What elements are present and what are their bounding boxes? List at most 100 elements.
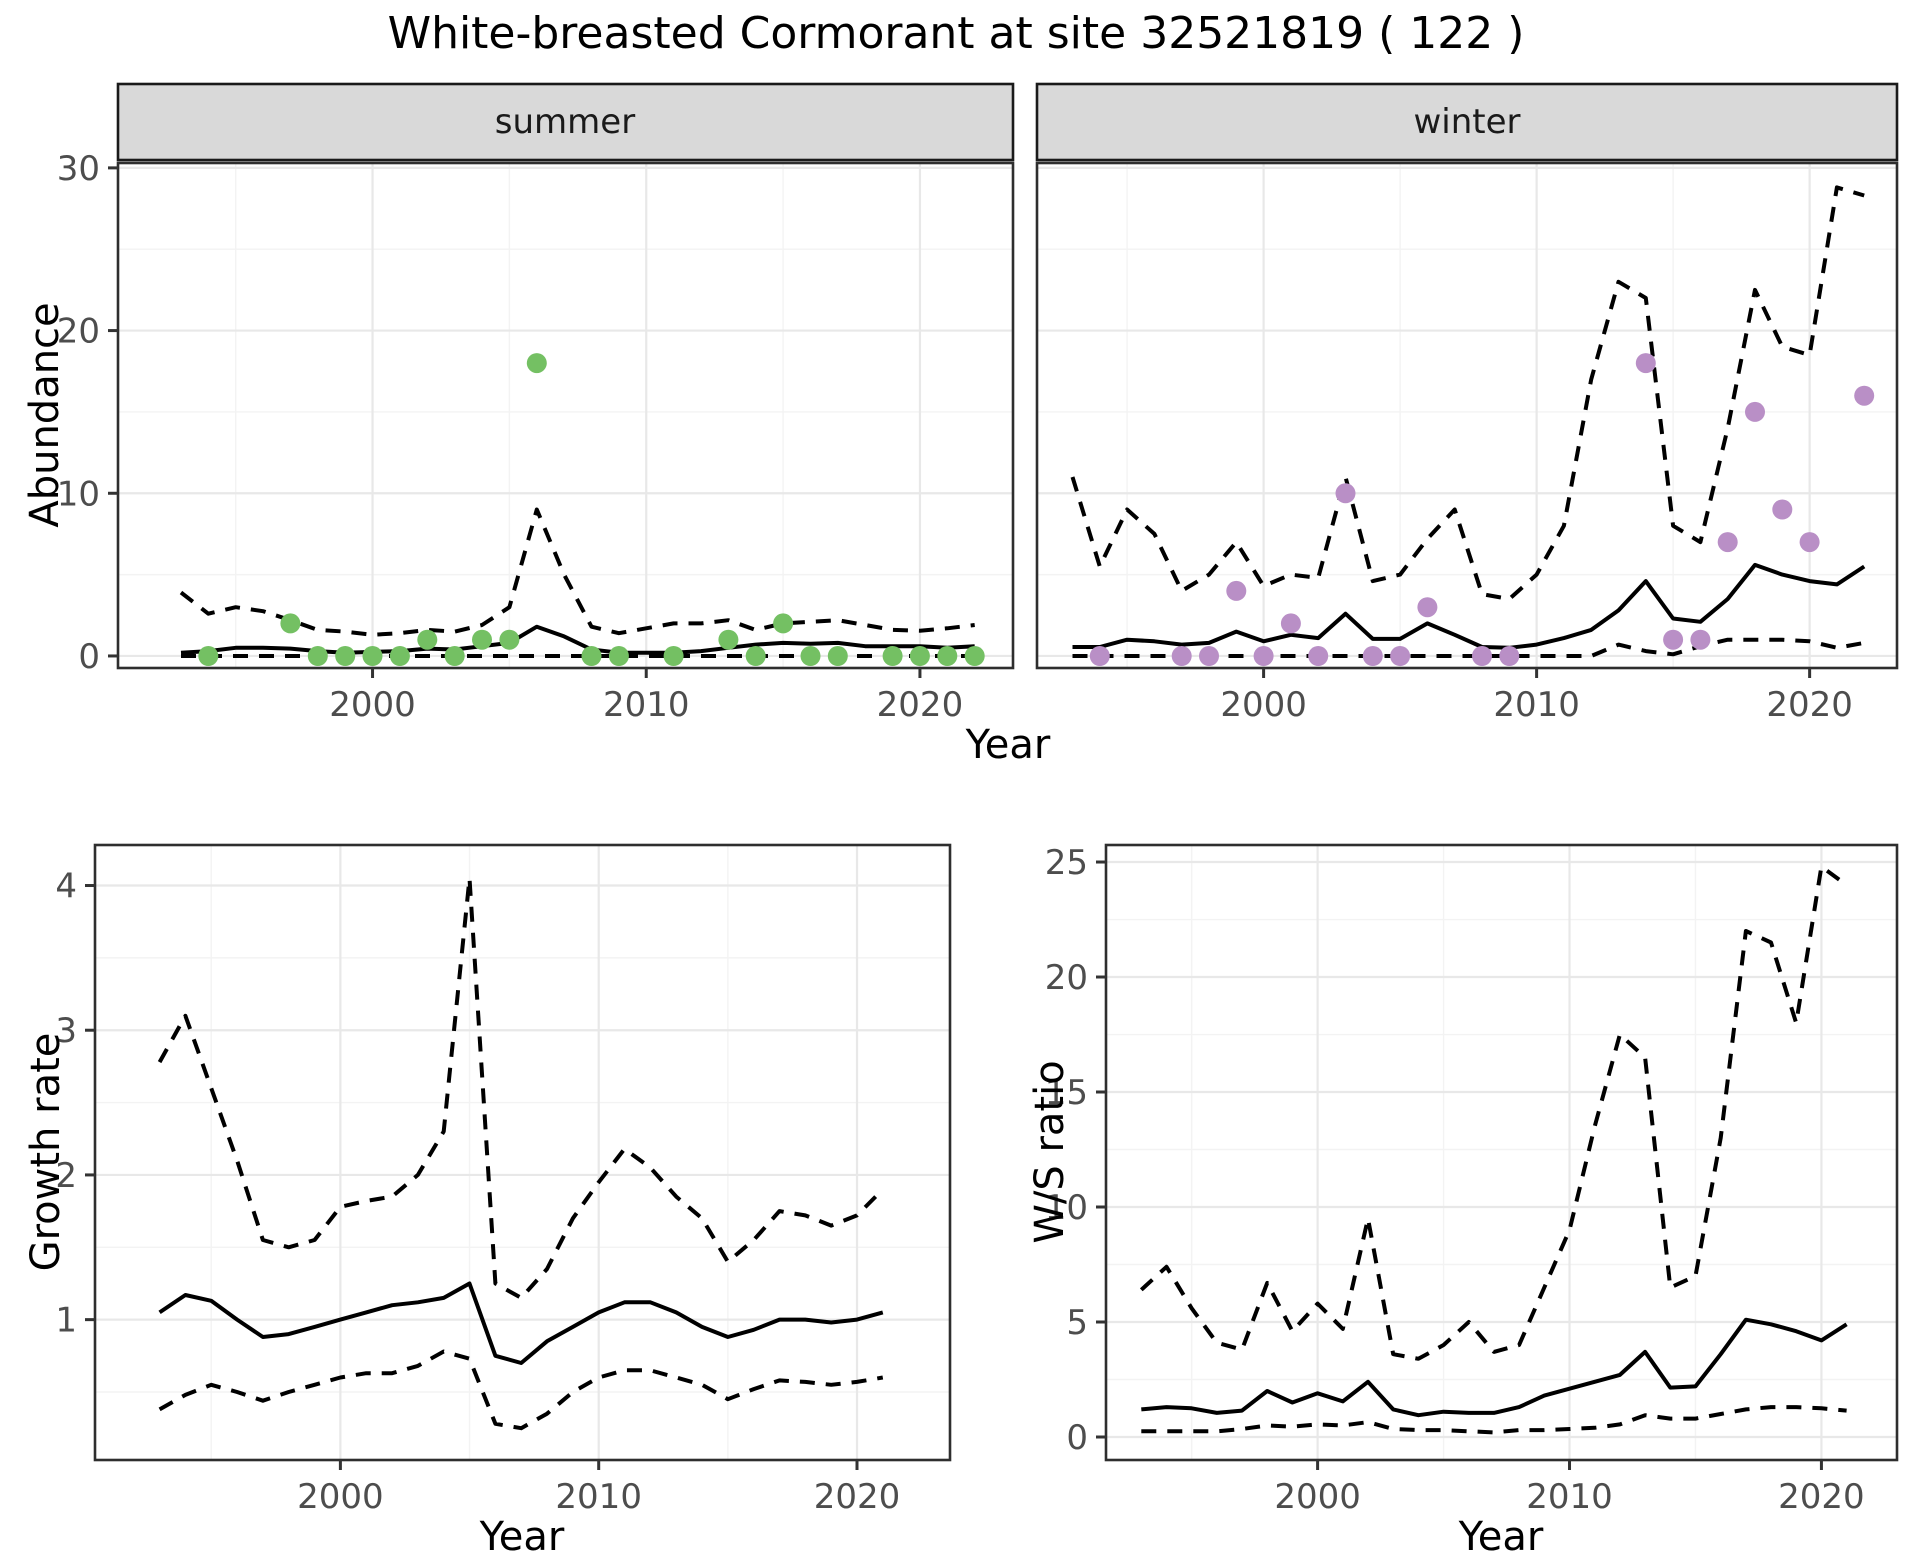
data-point-observed_counts — [417, 629, 438, 650]
data-point-observed_counts — [1717, 532, 1738, 553]
facet-label-summer: summer — [494, 102, 636, 142]
series-upper_ci — [157, 876, 885, 1300]
data-point-observed_counts — [335, 646, 356, 666]
series-median — [1141, 1317, 1848, 1418]
data-point-observed_counts — [1280, 613, 1301, 634]
x-tick-label: 2010 — [555, 1477, 642, 1517]
series-median — [1072, 562, 1866, 650]
x-axis-title-year-top: Year — [965, 722, 1051, 768]
data-point-observed_counts — [937, 646, 958, 666]
panel-border — [116, 161, 1015, 670]
data-point-observed_counts — [1362, 646, 1383, 666]
data-point-observed_counts — [389, 646, 410, 666]
panel-background — [1106, 845, 1897, 1460]
data-point-observed_counts — [1171, 646, 1192, 666]
panel-border — [93, 843, 952, 1462]
data-point-observed_counts — [1253, 646, 1274, 666]
x-tick-label: 2020 — [814, 1477, 901, 1517]
data-point-observed_counts — [909, 646, 930, 666]
data-point-observed_counts — [718, 629, 739, 650]
data-point-observed_counts — [1745, 401, 1765, 422]
y-axis-title-abundance: Abundance — [22, 302, 68, 528]
data-point-observed_counts — [608, 646, 629, 666]
data-point-observed_counts — [827, 646, 848, 666]
facet-strip-winter — [1035, 82, 1899, 162]
y-tick-label: 30 — [57, 149, 100, 189]
y-tick-label: 20 — [1045, 958, 1088, 998]
data-point-observed_counts — [499, 629, 520, 650]
data-point-observed_counts — [1199, 646, 1219, 666]
data-point-observed_counts — [362, 646, 383, 666]
data-point-observed_counts — [1472, 646, 1492, 666]
y-tick-label: 20 — [57, 312, 100, 352]
series-upper_ci — [1139, 864, 1848, 1361]
series-upper_ci — [1070, 185, 1865, 601]
facet-label-winter: winter — [1413, 102, 1521, 142]
y-tick-label: 5 — [1066, 1303, 1088, 1343]
y-tick-label: 25 — [1045, 843, 1088, 883]
x-tick-label: 2020 — [1766, 685, 1853, 725]
y-tick-label: 3 — [55, 1011, 77, 1051]
data-point-observed_counts — [1417, 597, 1438, 618]
x-tick-label: 2010 — [1493, 685, 1580, 725]
data-point-observed_counts — [1854, 385, 1875, 406]
data-point-observed_counts — [773, 613, 794, 634]
data-point-observed_counts — [1308, 646, 1329, 666]
x-tick-label: 2020 — [877, 685, 964, 725]
data-point-observed_counts — [526, 353, 547, 374]
panel-background — [95, 845, 950, 1460]
data-point-observed_counts — [1635, 353, 1656, 374]
data-point-observed_counts — [472, 629, 492, 650]
x-axis-title-year-ws: Year — [1458, 1514, 1544, 1560]
y-tick-label: 10 — [57, 474, 100, 514]
data-point-observed_counts — [1335, 483, 1356, 504]
panel-border — [1104, 843, 1899, 1462]
data-point-observed_counts — [1089, 646, 1110, 666]
series-median — [158, 1281, 884, 1365]
y-tick-label: 1 — [55, 1301, 77, 1341]
data-point-observed_counts — [1772, 499, 1793, 520]
data-point-observed_counts — [1499, 646, 1520, 666]
panel-background — [118, 163, 1013, 668]
data-point-observed_counts — [581, 646, 602, 666]
x-tick-label: 2010 — [1526, 1477, 1613, 1517]
data-point-observed_counts — [444, 646, 465, 666]
x-tick-label: 2000 — [1274, 1477, 1361, 1517]
data-point-observed_counts — [307, 646, 328, 666]
y-tick-label: 4 — [55, 867, 77, 907]
data-point-observed_counts — [198, 646, 219, 666]
panel-growth_rate: 2000 2010 2020 1 2 3 4 — [55, 843, 952, 1517]
y-axis-title-growth: Growth rate — [23, 1032, 69, 1272]
x-tick-label: 2000 — [1220, 685, 1307, 725]
x-tick-label: 2020 — [1778, 1477, 1865, 1517]
data-point-observed_counts — [1663, 629, 1684, 650]
data-point-observed_counts — [1799, 532, 1820, 553]
facet-strip-summer — [116, 82, 1015, 162]
y-tick-label: 0 — [78, 637, 100, 677]
y-tick-label: 15 — [1045, 1073, 1088, 1113]
series-lower_ci — [158, 1349, 884, 1431]
x-axis-title-year-growth: Year — [479, 1514, 565, 1560]
data-point-observed_counts — [964, 646, 985, 666]
panel-abundance_winter: 2000 2010 2020 — [1035, 82, 1899, 725]
data-point-observed_counts — [882, 646, 903, 666]
y-axis-title-ws: W/S ratio — [1027, 1060, 1073, 1244]
data-point-observed_counts — [1690, 629, 1711, 650]
y-tick-label: 2 — [55, 1156, 77, 1196]
panel-abundance_summer: 2000 2010 2020 0 10 20 30 — [57, 82, 1015, 725]
data-point-observed_counts — [663, 646, 684, 666]
x-tick-label: 2000 — [329, 685, 416, 725]
series-upper_ci — [179, 507, 975, 637]
data-point-observed_counts — [280, 613, 301, 634]
y-tick-label: 0 — [1066, 1418, 1088, 1458]
x-tick-label: 2010 — [603, 685, 690, 725]
series-lower_ci — [1141, 1405, 1847, 1435]
panel-border — [1035, 161, 1899, 670]
data-point-observed_counts — [745, 646, 766, 666]
panel-background — [1037, 163, 1897, 668]
data-point-observed_counts — [1390, 646, 1411, 666]
data-point-observed_counts — [1226, 580, 1247, 601]
chart-title: White-breasted Cormorant at site 3252181… — [387, 8, 1525, 59]
